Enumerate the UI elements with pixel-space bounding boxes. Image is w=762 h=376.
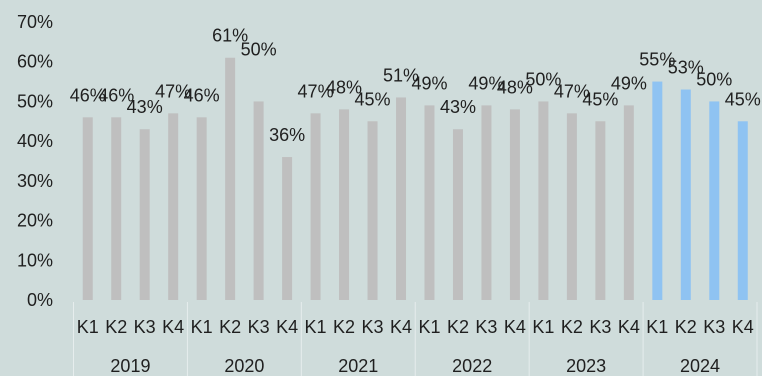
x-tick-label: K3 [248, 317, 270, 337]
y-tick-label: 10% [17, 250, 53, 270]
data-label: 53% [668, 58, 704, 78]
data-label: 61% [212, 26, 248, 46]
x-tick-label: K4 [618, 317, 640, 337]
bar-2021-k1 [310, 113, 321, 300]
data-label: 50% [241, 39, 277, 59]
x-group-label: 2020 [224, 356, 264, 376]
bar-2020-k3 [253, 101, 264, 300]
bar-2022-k4 [509, 109, 520, 300]
x-tick-label: K1 [532, 317, 554, 337]
data-label: 48% [326, 77, 362, 97]
data-label: 36% [269, 125, 305, 145]
x-tick-label: K3 [703, 317, 725, 337]
group-dividers [73, 302, 758, 376]
x-tick-label: K2 [561, 317, 583, 337]
y-tick-label: 60% [17, 52, 53, 72]
x-tick-label: K3 [362, 317, 384, 337]
data-label: 43% [440, 97, 476, 117]
bar-2023-k1 [538, 101, 549, 300]
bar-2021-k2 [339, 109, 350, 300]
bar-2019-k2 [111, 117, 122, 300]
x-tick-label: K4 [504, 317, 526, 337]
bar-2019-k1 [82, 117, 93, 300]
y-tick-label: 50% [17, 91, 53, 111]
data-label: 51% [383, 65, 419, 85]
y-tick-label: 70% [17, 12, 53, 32]
data-label: 49% [411, 73, 447, 93]
bar-2024-k3 [709, 101, 720, 300]
bar-2023-k2 [566, 113, 577, 300]
x-tick-label: K2 [105, 317, 127, 337]
x-tick-label: K2 [219, 317, 241, 337]
y-tick-label: 20% [17, 211, 53, 231]
data-label: 48% [497, 77, 533, 97]
x-tick-label: K2 [447, 317, 469, 337]
data-label: 47% [155, 81, 191, 101]
data-label: 46% [98, 85, 134, 105]
bar-2023-k4 [623, 105, 634, 301]
x-tick-label: K4 [390, 317, 412, 337]
y-tick-label: 40% [17, 131, 53, 151]
x-tick-label: K4 [732, 317, 754, 337]
data-label: 45% [725, 89, 761, 109]
x-tick-label: K3 [134, 317, 156, 337]
x-tick-label: K1 [646, 317, 668, 337]
bar-2022-k2 [452, 129, 463, 300]
y-tick-label: 0% [27, 290, 53, 310]
data-label: 46% [70, 85, 106, 105]
bar-2024-k1 [652, 81, 663, 300]
bar-2022-k1 [424, 105, 435, 301]
x-tick-label: K1 [77, 317, 99, 337]
data-label: 43% [127, 97, 163, 117]
x-axis: K1 K2 K3 K4 K1 K2 K3 K4 K1 K2 K3 K4 K1 K2 K3 K4 K1 K2 K3 K4… [77, 317, 754, 376]
data-label: 50% [696, 69, 732, 89]
bar-2024-k4 [737, 121, 748, 301]
data-label: 47% [554, 81, 590, 101]
x-tick-label: K3 [589, 317, 611, 337]
data-label: 47% [298, 81, 334, 101]
y-axis: 0% 10% 20% 30% 40% 50% 60% 70% [17, 12, 53, 310]
x-tick-label: K1 [418, 317, 440, 337]
data-label: 49% [611, 73, 647, 93]
x-group-label: 2022 [452, 356, 492, 376]
x-group-label: 2024 [680, 356, 720, 376]
x-group-label: 2023 [566, 356, 606, 376]
bar-2019-k3 [139, 129, 150, 300]
x-tick-label: K2 [675, 317, 697, 337]
y-tick-label: 30% [17, 171, 53, 191]
bars [82, 57, 748, 301]
x-group-label: 2019 [110, 356, 150, 376]
bar-2024-k2 [680, 89, 691, 300]
data-label: 45% [582, 89, 618, 109]
x-tick-label: K4 [162, 317, 184, 337]
bar-2023-k3 [595, 121, 606, 301]
data-labels: 46%46%43%47%46%61%50%36%47%48%45%51%49%4… [70, 26, 761, 145]
bar-2022-k3 [481, 105, 492, 301]
x-group-label: 2021 [338, 356, 378, 376]
data-label: 46% [184, 85, 220, 105]
data-label: 50% [525, 69, 561, 89]
x-tick-label: K1 [305, 317, 327, 337]
bar-2020-k2 [225, 57, 236, 300]
x-tick-label: K3 [475, 317, 497, 337]
bar-2020-k4 [282, 157, 293, 300]
x-tick-label: K1 [191, 317, 213, 337]
x-tick-label: K2 [333, 317, 355, 337]
x-tick-label: K4 [276, 317, 298, 337]
bar-2021-k3 [367, 121, 378, 301]
data-label: 55% [639, 50, 675, 70]
data-label: 49% [468, 73, 504, 93]
bar-2020-k1 [196, 117, 207, 300]
data-label: 45% [355, 89, 391, 109]
bar-2021-k4 [396, 97, 407, 300]
bar-2019-k4 [168, 113, 179, 300]
